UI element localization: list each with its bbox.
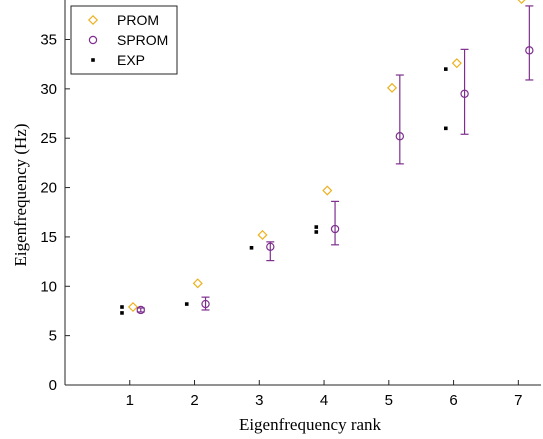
legend-box	[70, 5, 178, 75]
legend-prom-label: PROM	[117, 12, 159, 28]
prom-point	[322, 185, 333, 196]
exp-point	[120, 311, 124, 315]
legend-sprom-label: SPROM	[117, 32, 168, 48]
y-tick-label: 5	[49, 328, 57, 345]
prom-point	[386, 82, 398, 93]
exp-point	[314, 225, 319, 229]
exp-point	[314, 230, 319, 234]
series-prom	[127, 0, 526, 313]
exp-point	[444, 67, 448, 71]
prom-point	[192, 278, 203, 289]
y-tick-label: 15	[40, 229, 57, 246]
y-tick-label: 20	[40, 180, 57, 197]
exp-point	[444, 126, 448, 131]
exp-point	[184, 302, 189, 306]
exp-point	[120, 305, 124, 309]
sprom-point	[201, 299, 210, 309]
y-tick-label: 25	[40, 130, 57, 147]
y-axis-label: Eigenfrequency (Hz)	[11, 123, 30, 266]
x-tick-label: 2	[190, 392, 198, 409]
series-layer	[120, 0, 534, 315]
prom-point	[127, 301, 139, 313]
legend-sprom-marker	[88, 35, 98, 45]
x-tick-label: 1	[126, 392, 134, 409]
sprom-point	[395, 132, 405, 141]
exp-point	[249, 245, 254, 250]
sprom-point	[330, 224, 340, 234]
sprom-point	[460, 89, 469, 98]
sprom-point	[525, 46, 534, 55]
x-tick-label: 4	[320, 392, 328, 409]
legend-prom-marker	[87, 14, 99, 26]
prom-point	[517, 0, 526, 5]
series-sprom	[136, 5, 534, 315]
legend-exp-marker	[91, 58, 95, 62]
x-tick-label: 5	[385, 392, 393, 409]
prom-point	[257, 229, 268, 240]
y-tick-label: 30	[40, 81, 57, 98]
y-tick-label: 35	[40, 31, 57, 48]
series-exp	[120, 67, 448, 315]
sprom-point	[136, 305, 145, 315]
y-tick-label: 0	[49, 377, 57, 394]
x-tick-label: 6	[449, 392, 457, 409]
y-tick-label: 10	[40, 278, 57, 295]
x-tick-label: 3	[255, 392, 263, 409]
x-tick-label: 7	[514, 392, 522, 409]
x-axis-label: Eigenfrequency rank	[239, 415, 382, 434]
axes: 1 2 3 4 5 6 7 0 5 10 15 20 25 30 35	[40, 0, 541, 409]
prom-point	[451, 58, 462, 69]
sprom-point	[266, 242, 275, 251]
legend: PROM SPROM EXP	[70, 5, 178, 75]
legend-exp-label: EXP	[117, 52, 145, 68]
